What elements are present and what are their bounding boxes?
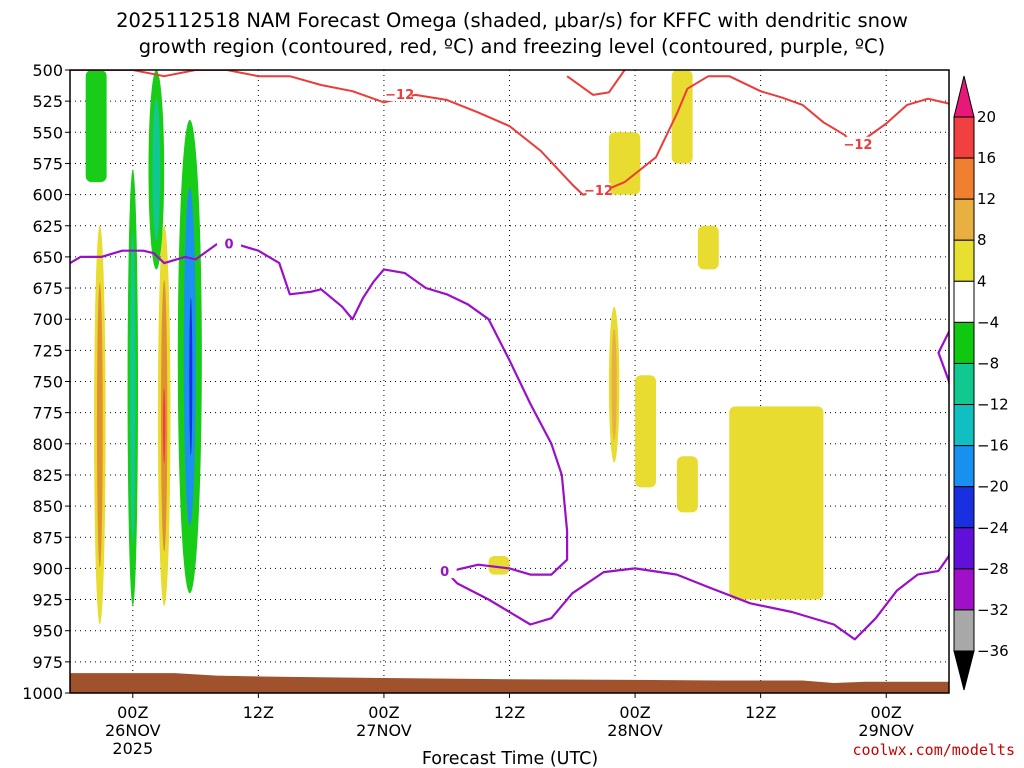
freezing-level-contour xyxy=(70,243,949,641)
colorbar: 20 16 12 8 4 −4 −8 −12 −16 −20 −24 −28 −32 −36 xyxy=(953,75,1009,691)
dgz-contour-minus12 xyxy=(566,70,626,96)
colorbar-swatch xyxy=(953,445,975,488)
y-tick-label: 800 xyxy=(32,435,63,454)
chart-title-line-1: 2025112518 NAM Forecast Omega (shaded, μ… xyxy=(116,9,908,32)
y-tick-label: 625 xyxy=(32,217,63,236)
freezing-contour-label-bg xyxy=(432,564,457,579)
y-tick-label: 875 xyxy=(32,528,63,547)
colorbar-label: 12 xyxy=(977,190,996,208)
colorbar-label: 20 xyxy=(977,108,996,126)
y-tick-label: 850 xyxy=(32,497,63,516)
omega-region-peak xyxy=(162,387,166,464)
colorbar-label: 16 xyxy=(977,149,996,167)
colorbar-swatch xyxy=(953,486,975,529)
colorbar-swatch xyxy=(953,321,975,364)
colorbar-swatch xyxy=(953,157,975,200)
colorbar-label: 4 xyxy=(977,272,987,290)
x-tick-date: 27NOV xyxy=(356,721,412,740)
colorbar-swatch xyxy=(953,404,975,447)
y-tick-label: 550 xyxy=(32,123,63,142)
colorbar-top-arrow xyxy=(953,75,975,118)
x-tick-label: 00Z xyxy=(619,703,650,722)
colorbar-label: −36 xyxy=(977,642,1009,660)
omega-region-core xyxy=(611,328,617,441)
colorbar-label: −8 xyxy=(977,354,999,372)
y-tick-label: 675 xyxy=(32,279,63,298)
y-tick-label: 975 xyxy=(32,653,63,672)
x-tick-label: 00Z xyxy=(871,703,902,722)
omega-region-peak xyxy=(189,297,193,456)
omega-region xyxy=(85,70,107,183)
x-axis-label: Forecast Time (UTC) xyxy=(422,749,598,768)
freezing-contour-label-bg xyxy=(217,236,242,251)
dgz-contour-label: −12 xyxy=(843,138,872,153)
x-tick-label: 00Z xyxy=(368,703,399,722)
omega-region-core xyxy=(130,231,136,544)
y-tick-label: 575 xyxy=(32,154,63,173)
y-tick-label: 700 xyxy=(32,310,63,329)
colorbar-swatch xyxy=(953,239,975,282)
x-tick-label: 00Z xyxy=(117,703,148,722)
colorbar-swatch xyxy=(953,362,975,406)
omega-region xyxy=(697,225,719,270)
x-tick-label: 12Z xyxy=(243,703,274,722)
y-tick-label: 725 xyxy=(32,341,63,360)
y-tick-label: 925 xyxy=(32,591,63,610)
y-tick-label: 750 xyxy=(32,373,63,392)
colorbar-label: −24 xyxy=(977,519,1009,537)
y-tick-label: 600 xyxy=(32,186,63,205)
omega-region xyxy=(729,406,824,600)
colorbar-label: −16 xyxy=(977,437,1009,455)
colorbar-label: −20 xyxy=(977,478,1009,496)
x-tick-year: 2025 xyxy=(112,739,153,758)
omega-region xyxy=(671,70,693,164)
omega-region xyxy=(488,555,510,575)
freezing-contour-label: 0 xyxy=(440,565,449,580)
omega-region-core xyxy=(96,282,103,568)
chart-title-line-2: growth region (contoured, red, ºC) and f… xyxy=(139,35,886,58)
x-tick-date: 29NOV xyxy=(858,721,914,740)
dgz-contour-label: −12 xyxy=(385,88,414,103)
dgz-contour-label-bg xyxy=(845,136,870,151)
freezing-contour-label: 0 xyxy=(225,237,234,252)
y-tick-label: 525 xyxy=(32,92,63,111)
colorbar-swatch xyxy=(953,198,975,241)
y-tick-label: 1000 xyxy=(22,684,63,703)
colorbar-swatch xyxy=(953,527,975,570)
omega-region xyxy=(635,375,656,488)
omega-shading xyxy=(70,70,949,693)
colorbar-label: 8 xyxy=(977,231,987,249)
colorbar-swatch xyxy=(953,568,975,611)
omega-region xyxy=(676,456,698,513)
dgz-contour-label-bg xyxy=(387,86,412,101)
credit-text: coolwx.com/modelts xyxy=(852,741,1015,759)
colorbar-bottom-arrow xyxy=(953,650,975,691)
y-tick-label: 900 xyxy=(32,559,63,578)
x-tick-date: 28NOV xyxy=(607,721,663,740)
y-tick-label: 650 xyxy=(32,248,63,267)
dgz-contour-label: −12 xyxy=(584,184,613,199)
x-tick-date: 26NOV xyxy=(105,721,161,740)
y-axis: 500 525 550 575 600 625 650 675 700 725 750 775 800 8… xyxy=(22,61,70,703)
dgz-contour-label-bg xyxy=(586,182,611,197)
colorbar-label: −28 xyxy=(977,560,1009,578)
colorbar-label: −4 xyxy=(977,313,999,331)
contour-labels: −12 −12 −12 0 0 xyxy=(217,86,872,580)
colorbar-swatch xyxy=(953,280,975,323)
x-tick-label: 12Z xyxy=(494,703,525,722)
y-tick-label: 500 xyxy=(32,61,63,80)
colorbar-swatch xyxy=(953,116,975,159)
y-tick-label: 775 xyxy=(32,404,63,423)
x-tick-label: 12Z xyxy=(745,703,776,722)
omega-region xyxy=(608,132,641,195)
y-tick-label: 950 xyxy=(32,622,63,641)
below-ground-fill xyxy=(70,673,949,693)
colorbar-swatch xyxy=(953,609,975,652)
colorbar-label: −32 xyxy=(977,601,1009,619)
omega-region-core xyxy=(152,98,161,241)
y-tick-label: 825 xyxy=(32,466,63,485)
colorbar-label: −12 xyxy=(977,396,1009,414)
